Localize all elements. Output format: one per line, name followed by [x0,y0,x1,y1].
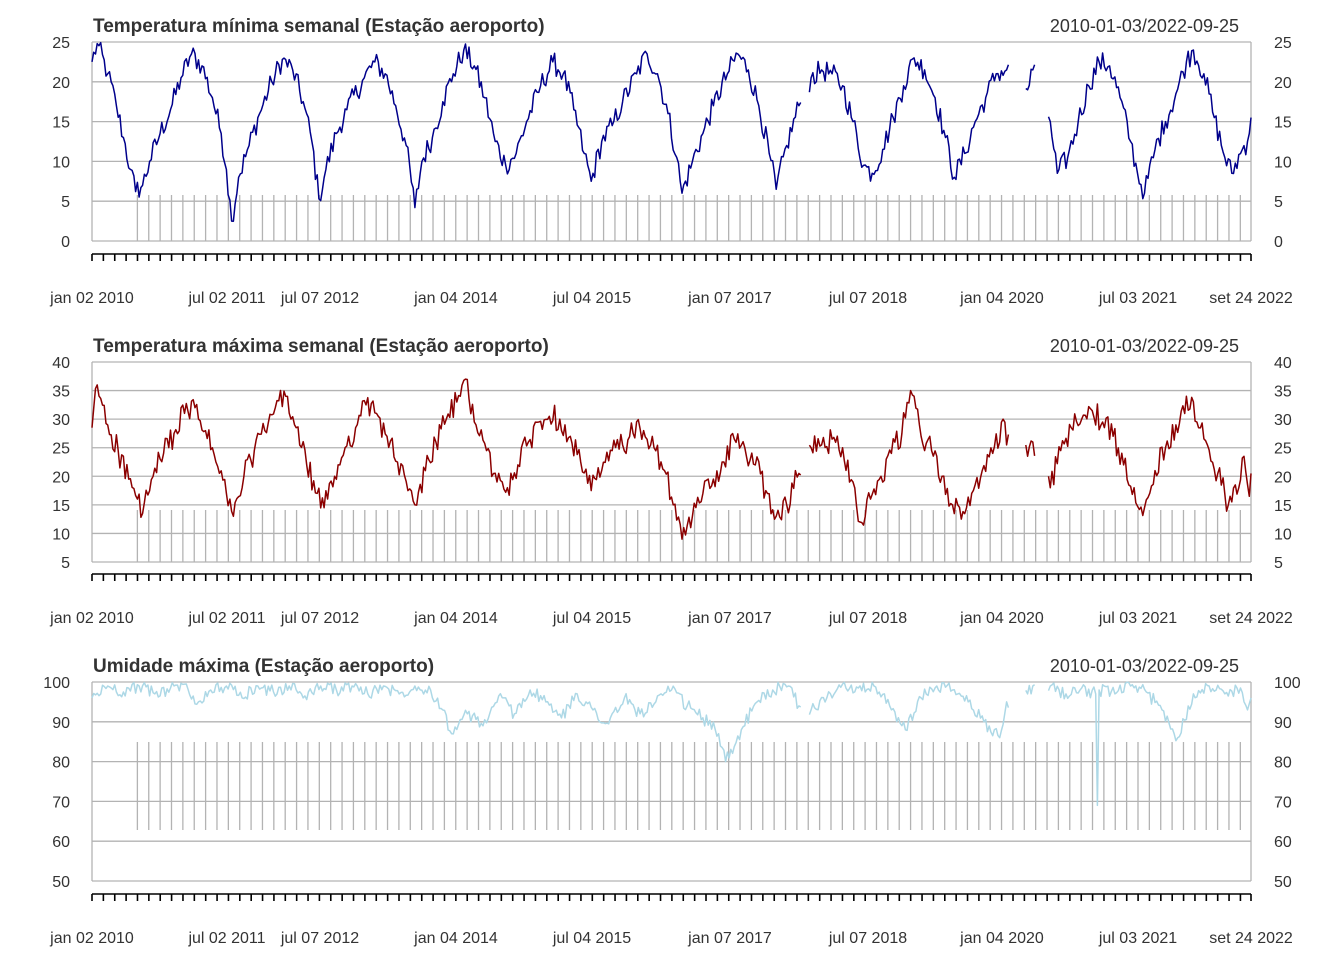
y-tick-label-right: 15 [1274,498,1292,515]
y-tick-label-right: 25 [1274,35,1292,52]
series-line [91,41,1252,222]
y-tick-label-left: 5 [61,555,70,572]
panel-3: 50 50 60 60 70 70 80 80 90 90 100 100 jan 02 2010 jul… [43,656,1301,947]
y-tick-label-left: 5 [61,194,70,211]
y-tick-label-left: 10 [52,526,70,543]
y-tick-label-right: 25 [1274,441,1292,458]
x-tick-label: jan 02 2010 [49,930,134,947]
y-tick-label-right: 20 [1274,469,1292,486]
y-tick-label-right: 100 [1274,675,1301,692]
y-tick-label-left: 70 [52,794,70,811]
x-tick-label: jul 03 2021 [1098,610,1177,627]
y-tick-label-right: 10 [1274,526,1292,543]
y-tick-label-right: 0 [1274,234,1283,251]
x-tick-label: jan 02 2010 [49,290,134,307]
y-tick-label-left: 25 [52,35,70,52]
y-tick-label-left: 10 [52,154,70,171]
panel-title: Umidade máxima (Estação aeroporto) [93,656,434,677]
y-tick-label-left: 30 [52,412,70,429]
x-tick-label: jul 07 2012 [280,610,359,627]
x-tick-label: jul 02 2011 [187,610,265,627]
x-tick-label: jul 03 2021 [1098,930,1177,947]
x-tick-label: jan 07 2017 [687,290,772,307]
x-tick-label: jan 07 2017 [687,930,772,947]
x-tick-label: jul 04 2015 [552,290,631,307]
panel-title: Temperatura mínima semanal (Estação aero… [93,16,545,37]
y-tick-label-left: 20 [52,75,70,92]
x-tick-label: jul 07 2018 [828,610,907,627]
y-tick-label-right: 60 [1274,834,1292,851]
x-tick-label: jul 07 2018 [828,930,907,947]
y-tick-label-right: 5 [1274,194,1283,211]
y-tick-label-right: 35 [1274,384,1292,401]
panel-1: 0 0 5 5 10 10 15 15 20 20 25 25 jan 02 2010 jul 02 20… [49,16,1293,307]
x-tick-label: jan 04 2014 [413,610,498,627]
x-tick-label: jan 04 2014 [413,930,498,947]
x-tick-label: jul 04 2015 [552,610,631,627]
x-tick-label: jul 07 2012 [280,930,359,947]
y-tick-label-right: 5 [1274,555,1283,572]
y-tick-label-left: 15 [52,498,70,515]
y-tick-label-right: 10 [1274,154,1292,171]
panel-title: Temperatura máxima semanal (Estação aero… [93,336,549,357]
x-tick-label: jul 03 2021 [1098,290,1177,307]
y-tick-label-left: 25 [52,441,70,458]
y-tick-label-left: 50 [52,874,70,891]
x-tick-label: jul 07 2018 [828,290,907,307]
x-tick-label: jan 04 2020 [959,610,1044,627]
y-tick-label-right: 50 [1274,874,1292,891]
y-tick-label-left: 20 [52,469,70,486]
x-tick-label: jan 04 2020 [959,290,1044,307]
series-line [91,681,1252,807]
x-tick-label: jan 02 2010 [49,610,134,627]
y-tick-label-left: 90 [52,715,70,732]
x-tick-label: jul 02 2011 [187,930,265,947]
x-tick-label: set 24 2022 [1209,610,1293,627]
x-tick-label: jul 04 2015 [552,930,631,947]
y-tick-label-right: 90 [1274,715,1292,732]
panel-date-range: 2010-01-03/2022-09-25 [1050,656,1239,676]
y-tick-label-left: 100 [43,675,70,692]
panel-2: 5 5 10 10 15 15 20 20 25 25 30 30 35 35 40 40 jan 02 201… [49,336,1293,627]
y-tick-label-right: 40 [1274,355,1292,372]
y-tick-label-left: 80 [52,755,70,772]
y-tick-label-right: 80 [1274,755,1292,772]
y-tick-label-left: 0 [61,234,70,251]
x-tick-label: jul 07 2012 [280,290,359,307]
panel-date-range: 2010-01-03/2022-09-25 [1050,16,1239,36]
x-tick-label: set 24 2022 [1209,290,1293,307]
panel-date-range: 2010-01-03/2022-09-25 [1050,336,1239,356]
y-tick-label-right: 30 [1274,412,1292,429]
x-tick-label: jan 04 2014 [413,290,498,307]
y-tick-label-right: 70 [1274,794,1292,811]
x-tick-label: jan 07 2017 [687,610,772,627]
y-tick-label-left: 60 [52,834,70,851]
y-tick-label-left: 35 [52,384,70,401]
y-tick-label-left: 15 [52,115,70,132]
series-line [91,378,1252,540]
y-tick-label-left: 40 [52,355,70,372]
x-tick-label: jul 02 2011 [187,290,265,307]
x-tick-label: jan 04 2020 [959,930,1044,947]
x-tick-label: set 24 2022 [1209,930,1293,947]
y-tick-label-right: 15 [1274,115,1292,132]
y-tick-label-right: 20 [1274,75,1292,92]
